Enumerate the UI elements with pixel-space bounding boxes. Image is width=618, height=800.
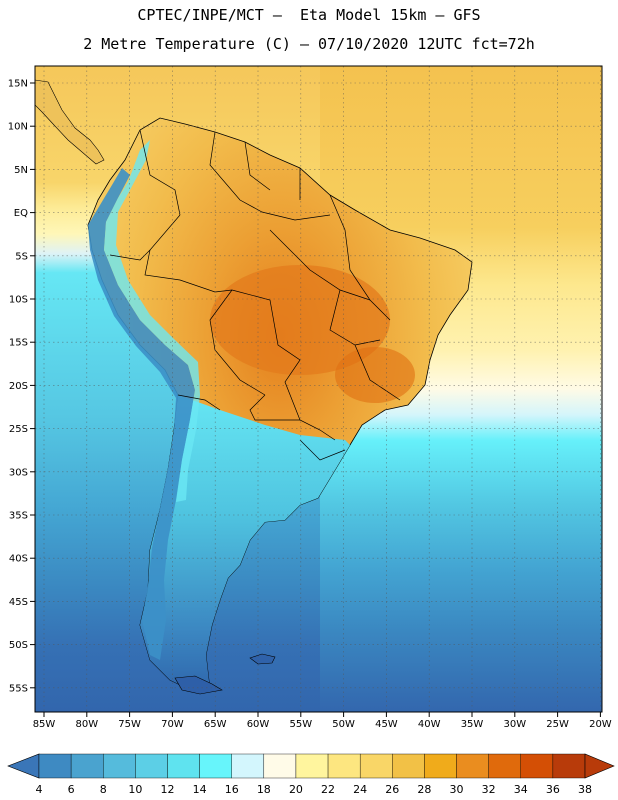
lon-label: 20W (589, 719, 612, 730)
lat-label: 25S (9, 424, 28, 435)
colorbar-swatch (103, 753, 136, 779)
colorbar-swatch (263, 753, 297, 779)
lat-label: 40S (9, 554, 28, 565)
andes-cold-band (88, 168, 195, 660)
colorbar-swatch (520, 753, 554, 779)
lon-label: 80W (75, 719, 98, 730)
colorbar-label: 12 (160, 783, 174, 796)
lon-label: 85W (33, 719, 56, 730)
lon-label: 50W (332, 719, 355, 730)
lat-label: 5S (15, 251, 28, 262)
colorbar-swatch (456, 753, 489, 779)
colorbar-swatch (135, 753, 168, 779)
colorbar-swatch (295, 753, 329, 779)
andes-cyan-fringe (104, 140, 200, 502)
colorbar-label: 24 (353, 783, 367, 796)
lon-label: 45W (375, 719, 398, 730)
colorbar: 4 6 8 10 12 14 16 18 20 22 24 26 28 30 32 34 36 38 (7, 753, 615, 796)
colorbar-label: 22 (321, 783, 335, 796)
map-title-line-2: 2 Metre Temperature (C) – 07/10/2020 12U… (83, 35, 535, 53)
colorbar-swatch (327, 753, 361, 779)
colorbar-label: 34 (514, 783, 528, 796)
falklands (249, 653, 276, 665)
colorbar-high-arrow (584, 753, 615, 779)
graticule (35, 66, 602, 712)
colorbar-label: 8 (100, 783, 107, 796)
lat-label: 35S (9, 511, 28, 522)
lat-label: 30S (9, 467, 28, 478)
colorbar-swatch (231, 753, 265, 779)
colorbar-swatch (167, 753, 200, 779)
colorbar-swatch (359, 753, 393, 779)
lat-label: EQ (14, 208, 28, 219)
lon-label: 75W (118, 719, 141, 730)
colorbar-label: 26 (385, 783, 399, 796)
lat-label: 55S (9, 683, 28, 694)
lon-label: 60W (247, 719, 270, 730)
colorbar-label: 4 (36, 783, 43, 796)
lon-label: 40W (418, 719, 441, 730)
colorbar-label: 36 (546, 783, 560, 796)
lat-label: 20S (9, 381, 28, 392)
colorbar-label: 38 (578, 783, 592, 796)
lat-label: 50S (9, 640, 28, 651)
colorbar-swatch (392, 753, 425, 779)
colorbar-label: 20 (289, 783, 303, 796)
colorbar-swatch (38, 753, 72, 779)
colorbar-label: 10 (128, 783, 142, 796)
lon-label: 35W (461, 719, 484, 730)
hot-core-interior (210, 265, 390, 375)
lon-label: 70W (161, 719, 184, 730)
colorbar-low-arrow (7, 753, 40, 779)
map-title-line-1: CPTEC/INPE/MCT – Eta Model 15km – GFS (137, 6, 481, 24)
lat-label: 45S (9, 597, 28, 608)
colorbar-label: 18 (257, 783, 271, 796)
lat-label: 15S (9, 338, 28, 349)
lon-label: 30W (503, 719, 526, 730)
southern-cone-land (140, 395, 350, 692)
lat-label: 10N (8, 122, 28, 133)
colorbar-swatch (70, 753, 104, 779)
colorbar-swatch (199, 753, 232, 779)
colorbar-swatch (488, 753, 521, 779)
colorbar-swatch (424, 753, 457, 779)
colorbar-label: 30 (450, 783, 464, 796)
colorbar-label: 16 (225, 783, 239, 796)
colorbar-label: 28 (417, 783, 431, 796)
map-frame (34, 65, 603, 713)
colorbar-swatch (552, 753, 586, 779)
lat-label: 15N (8, 79, 28, 90)
tierra-del-fuego (174, 675, 223, 695)
lat-label: 10S (9, 295, 28, 306)
hot-core-southeast (335, 347, 415, 403)
lon-label: 55W (289, 719, 312, 730)
map-panel (35, 66, 602, 712)
colorbar-label: 32 (482, 783, 496, 796)
lon-label: 65W (204, 719, 227, 730)
lat-label: 5N (14, 165, 28, 176)
lon-label: 25W (546, 719, 569, 730)
colorbar-label: 14 (193, 783, 207, 796)
colorbar-label: 6 (68, 783, 75, 796)
